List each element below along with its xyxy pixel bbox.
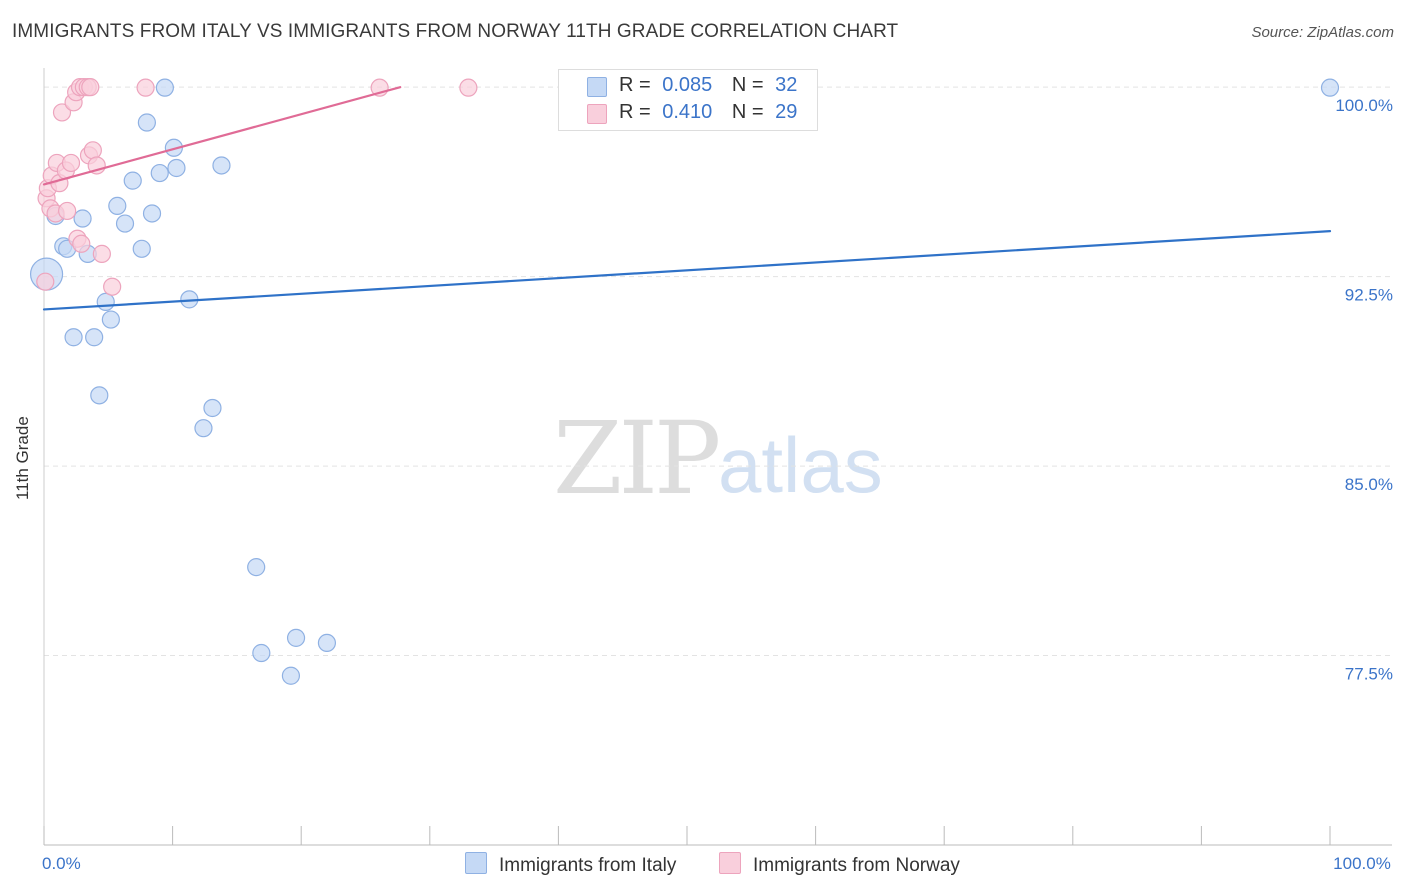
norway-point	[92, 244, 111, 263]
italy-point	[281, 666, 301, 685]
norway-r-value: 0.410	[662, 101, 713, 123]
italy-n-value: 32	[775, 74, 798, 96]
italy-point	[164, 138, 183, 157]
italy-point	[247, 558, 266, 577]
watermark-atlas: atlas	[718, 421, 883, 509]
italy-point	[85, 328, 104, 347]
bottom-italy-label: Immigrants from Italy	[499, 855, 677, 876]
italy-point	[155, 78, 174, 97]
bottom-legend-italy: Immigrants from Italy	[465, 852, 676, 877]
norway-point	[72, 234, 91, 253]
italy-r-value: 0.085	[662, 74, 713, 96]
italy-point	[1320, 78, 1340, 97]
x-tick-label: 100.0%	[1333, 854, 1391, 873]
norway-point	[52, 103, 72, 122]
bottom-norway-label: Immigrants from Norway	[753, 855, 960, 876]
italy-r-label: R =	[619, 74, 651, 96]
italy-point	[142, 204, 162, 223]
norway-point	[103, 277, 122, 296]
norway-trendline	[42, 86, 402, 186]
italy-point	[252, 643, 271, 663]
norway-point	[61, 153, 81, 173]
italy-point	[137, 113, 156, 132]
italy-point	[203, 398, 222, 418]
norway-r-label: R =	[619, 101, 651, 123]
norway-n-value: 29	[775, 101, 798, 123]
italy-point	[194, 419, 213, 438]
bottom-legend-norway: Immigrants from Norway	[719, 852, 960, 877]
italy-point	[286, 628, 306, 647]
italy-point	[90, 386, 109, 405]
watermark-zip: ZIP	[553, 400, 721, 517]
norway-point	[81, 78, 100, 97]
italy-point	[150, 163, 169, 183]
y-tick-label: 100.0%	[1335, 96, 1393, 115]
source-credit: Source: ZipAtlas.com	[1251, 24, 1394, 41]
italy-point	[317, 633, 337, 653]
italy-point	[108, 196, 127, 215]
norway-point	[83, 141, 102, 160]
x-tick-label: 0.0%	[42, 854, 81, 873]
italy-point	[73, 209, 92, 228]
y-tick-label: 92.5%	[1345, 286, 1393, 305]
italy-swatch	[587, 77, 607, 97]
correlation-legend: R = 0.085 N = 32 R = 0.410 N = 29	[558, 69, 818, 131]
bottom-norway-swatch	[719, 852, 741, 874]
italy-n-label: N =	[731, 74, 764, 96]
norway-swatch	[587, 104, 607, 124]
bottom-italy-swatch	[465, 852, 487, 874]
y-tick-label: 85.0%	[1345, 475, 1393, 494]
italy-point	[123, 171, 142, 190]
norway-point	[459, 78, 478, 97]
norway-point	[36, 272, 55, 291]
italy-point	[96, 292, 115, 311]
italy-point	[101, 310, 120, 329]
italy-point	[115, 214, 135, 233]
norway-point	[136, 78, 155, 97]
italy-point	[212, 156, 231, 175]
chart-title: IMMIGRANTS FROM ITALY VS IMMIGRANTS FROM…	[12, 21, 899, 42]
italy-point	[132, 239, 151, 258]
y-axis-label: 11th Grade	[13, 416, 32, 500]
norway-point	[58, 201, 77, 221]
norway-points	[36, 78, 478, 296]
italy-point	[64, 328, 83, 347]
y-tick-label: 77.5%	[1345, 665, 1393, 684]
italy-trendline	[42, 230, 1332, 311]
norway-n-label: N =	[731, 101, 764, 123]
italy-points	[29, 78, 1340, 685]
italy-point	[167, 158, 186, 178]
